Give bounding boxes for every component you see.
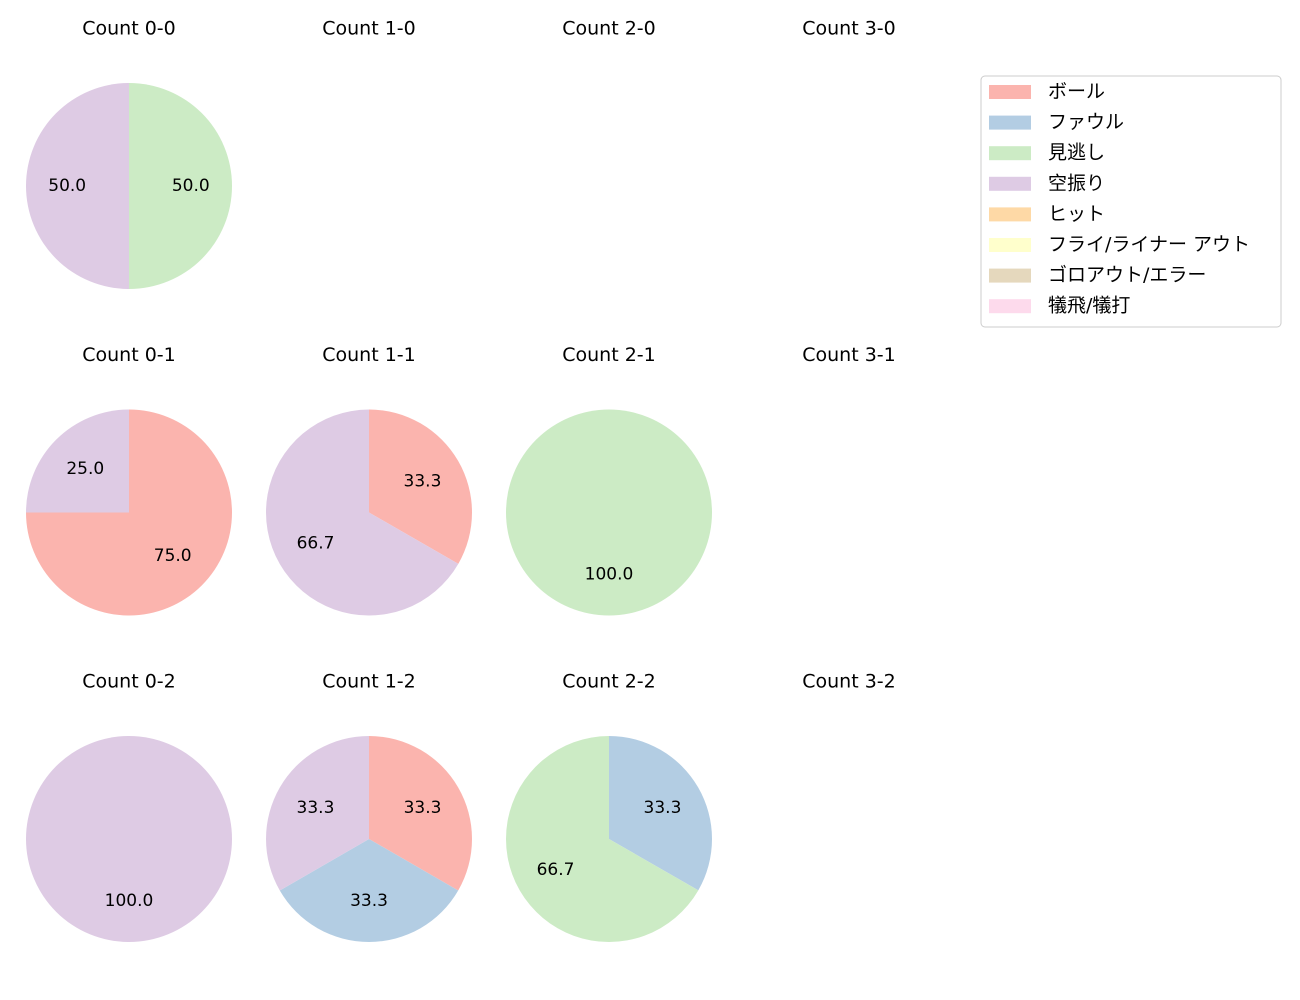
- pie-title: Count 2-0: [562, 18, 656, 40]
- legend-label: 空振り: [1048, 172, 1105, 194]
- value-label: 66.7: [537, 860, 575, 880]
- pie-title: Count 3-2: [802, 671, 896, 693]
- legend-patch: [989, 176, 1031, 191]
- value-label: 33.3: [404, 472, 442, 492]
- legend-label: フライ/ライナー アウト: [1048, 234, 1250, 256]
- value-label: 33.3: [404, 798, 442, 818]
- value-label: 66.7: [297, 533, 335, 553]
- pie-title: Count 0-0: [82, 18, 176, 40]
- pie-slice: [369, 736, 472, 891]
- legend-label: ボール: [1048, 81, 1105, 103]
- pie-title: Count 1-0: [322, 18, 416, 40]
- value-label: 100.0: [105, 891, 154, 911]
- value-label: 33.3: [350, 891, 388, 911]
- legend-patch: [989, 207, 1031, 222]
- value-label: 33.3: [297, 798, 335, 818]
- value-label: 33.3: [644, 798, 682, 818]
- legend-label: 犠飛/犠打: [1048, 295, 1130, 317]
- legend-label: ファウル: [1048, 111, 1124, 133]
- pie-slice: [609, 736, 712, 891]
- pie-slice: [26, 83, 129, 289]
- pie-title: Count 3-1: [802, 344, 896, 366]
- legend-patch: [989, 115, 1031, 130]
- pie-slice: [506, 736, 699, 943]
- pie-slice: [26, 409, 129, 513]
- value-label: 25.0: [66, 459, 104, 479]
- legend-label: 見逃し: [1048, 142, 1105, 164]
- pie-title: Count 2-2: [562, 671, 656, 693]
- pie-title: Count 2-1: [562, 344, 656, 366]
- legend-patch: [989, 268, 1031, 283]
- pie-slice: [26, 736, 232, 942]
- pie-title: Count 1-1: [322, 344, 416, 366]
- legend-patch: [989, 146, 1031, 161]
- pie-slice: [266, 736, 369, 891]
- pie-slice: [506, 409, 712, 616]
- legend-patch: [989, 299, 1031, 314]
- legend-label: ヒット: [1048, 203, 1105, 225]
- pie-title: Count 1-2: [322, 671, 416, 693]
- value-label: 50.0: [48, 176, 86, 196]
- value-label: 100.0: [585, 564, 634, 584]
- legend-label: ゴロアウト/エラー: [1048, 264, 1206, 286]
- pie-title: Count 3-0: [802, 18, 896, 40]
- pie-slice: [266, 409, 459, 616]
- value-label: 50.0: [172, 176, 210, 196]
- legend-patch: [989, 85, 1031, 99]
- pie-slice: [129, 83, 232, 289]
- pie-title: Count 0-2: [82, 671, 176, 693]
- value-label: 75.0: [154, 546, 192, 566]
- pie-title: Count 0-1: [82, 344, 176, 366]
- legend-box: [980, 75, 1282, 328]
- legend-patch: [989, 238, 1031, 252]
- pie-slice: [369, 409, 472, 564]
